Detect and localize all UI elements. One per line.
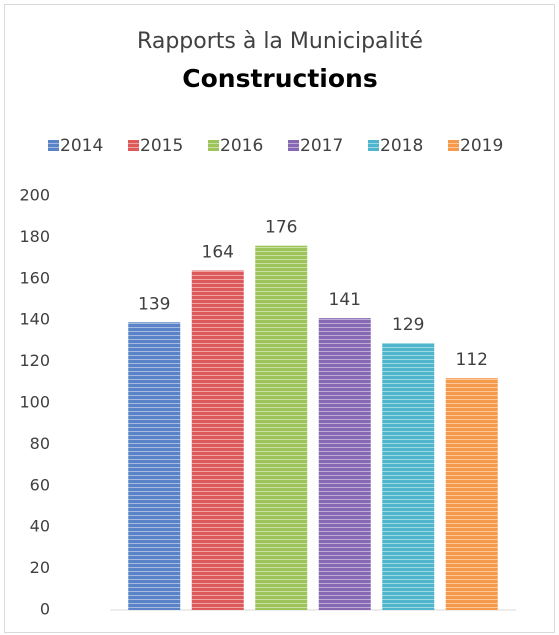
legend-swatch <box>368 140 379 151</box>
data-label: 129 <box>392 315 424 335</box>
data-label: 139 <box>138 294 170 314</box>
y-tick-label: 20 <box>30 558 50 577</box>
legend-label: 2018 <box>380 136 423 156</box>
legend-label: 2014 <box>60 136 103 156</box>
y-tick-label: 100 <box>19 393 50 412</box>
data-label: 141 <box>329 290 361 310</box>
bar <box>445 378 498 610</box>
data-label: 176 <box>265 218 297 238</box>
legend-label: 2015 <box>140 136 183 156</box>
y-tick-label: 0 <box>40 600 50 619</box>
legend-label: 2017 <box>300 136 343 156</box>
legend-swatch <box>448 140 459 151</box>
y-tick-label: 140 <box>19 310 50 329</box>
bar <box>318 318 371 610</box>
legend-label: 2016 <box>220 136 263 156</box>
bar <box>191 270 244 610</box>
chart-subtitle: Constructions <box>182 64 377 93</box>
legend-swatch <box>48 140 59 151</box>
legend-swatch <box>208 140 219 151</box>
data-label: 112 <box>456 350 488 370</box>
chart-title: Rapports à la Municipalité <box>137 29 423 54</box>
y-tick-label: 160 <box>19 268 50 287</box>
y-tick-label: 80 <box>30 434 50 453</box>
bar <box>382 342 435 610</box>
bar <box>255 245 308 610</box>
y-tick-label: 60 <box>30 475 50 494</box>
y-tick-label: 40 <box>30 517 50 536</box>
legend-swatch <box>128 140 139 151</box>
y-tick-label: 180 <box>19 227 50 246</box>
bar <box>128 322 181 610</box>
legend-label: 2019 <box>460 136 503 156</box>
data-label: 164 <box>202 243 234 263</box>
y-tick-label: 200 <box>19 186 50 205</box>
legend-swatch <box>288 140 299 151</box>
y-tick-label: 120 <box>19 351 50 370</box>
